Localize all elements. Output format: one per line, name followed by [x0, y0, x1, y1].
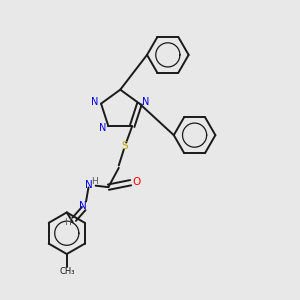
Text: N: N — [79, 201, 87, 211]
Text: N: N — [142, 97, 149, 107]
Text: O: O — [132, 177, 140, 187]
Text: S: S — [122, 140, 128, 151]
Text: N: N — [99, 123, 106, 133]
Text: H: H — [91, 177, 98, 186]
Text: N: N — [91, 97, 98, 107]
Text: H: H — [64, 218, 71, 227]
Text: N: N — [85, 180, 93, 190]
Text: CH₃: CH₃ — [59, 267, 74, 276]
